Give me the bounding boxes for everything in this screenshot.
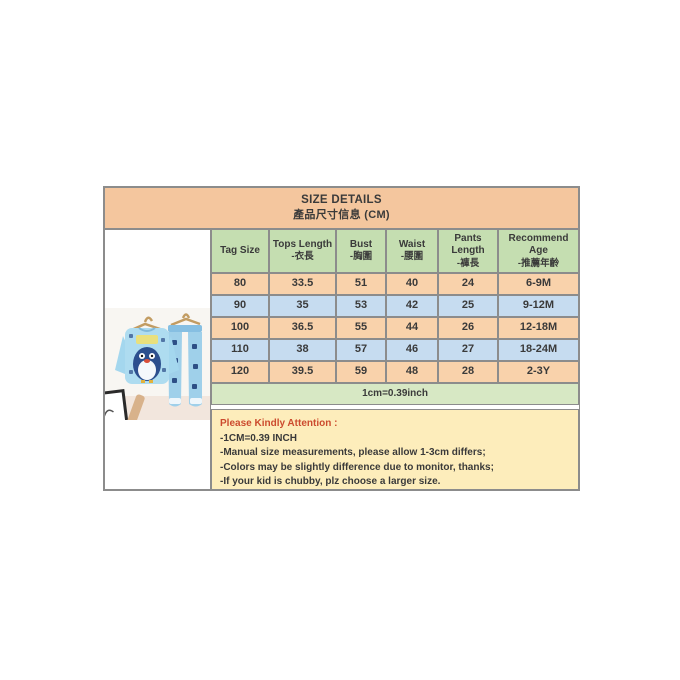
table-header: SIZE DETAILS 產品尺寸信息 (CM) <box>104 187 579 229</box>
top-text-patch <box>136 335 158 344</box>
attention-line: -Manual size measurements, please allow … <box>220 447 486 459</box>
table-cell: 53 <box>336 295 386 317</box>
table-cell: 100 <box>211 317 269 339</box>
column-header-recommend-age: Recommend Age -推薦年齡 <box>498 229 579 273</box>
table-cell: 42 <box>386 295 438 317</box>
column-header-waist: Waist -腰圍 <box>386 229 438 273</box>
table-subtitle: 產品尺寸信息 (CM) <box>293 208 390 221</box>
attention-box: Please Kindly Attention : -1CM=0.39 INCH… <box>211 409 579 490</box>
attention-line: -Colors may be slightly difference due t… <box>220 461 494 473</box>
table-cell: 40 <box>386 273 438 295</box>
attention-line: -1CM=0.39 INCH <box>220 433 297 445</box>
column-header-tops-length: Tops Length -衣長 <box>269 229 336 273</box>
conversion-note: 1cm=0.39inch <box>211 383 579 405</box>
table-cell: 48 <box>386 361 438 383</box>
table-cell: 110 <box>211 339 269 361</box>
penguin-graphic <box>133 347 161 383</box>
product-photo-cell <box>104 229 211 490</box>
table-cell: 59 <box>336 361 386 383</box>
table-cell: 2-3Y <box>498 361 579 383</box>
table-cell: 44 <box>386 317 438 339</box>
wooden-stick <box>126 394 145 420</box>
table-cell: 120 <box>211 361 269 383</box>
attention-heading: Please Kindly Attention : <box>220 418 338 429</box>
table-cell: 36.5 <box>269 317 336 339</box>
table-cell: 57 <box>336 339 386 361</box>
attention-line: -If your kid is chubby, plz choose a lar… <box>220 475 441 487</box>
product-photo <box>105 308 210 420</box>
pajama-pants <box>168 325 202 407</box>
table-cell: 28 <box>438 361 498 383</box>
picture-frame <box>105 388 129 420</box>
table-cell: 25 <box>438 295 498 317</box>
table-cell: 46 <box>386 339 438 361</box>
table-cell: 35 <box>269 295 336 317</box>
table-cell: 90 <box>211 295 269 317</box>
table-cell: 39.5 <box>269 361 336 383</box>
table-cell: 38 <box>269 339 336 361</box>
size-table: SIZE DETAILS 產品尺寸信息 (CM) <box>103 186 580 491</box>
table-cell: 12-18M <box>498 317 579 339</box>
table-cell: 51 <box>336 273 386 295</box>
spacer <box>211 405 579 409</box>
table-cell: 6-9M <box>498 273 579 295</box>
table-cell: 80 <box>211 273 269 295</box>
table-cell: 24 <box>438 273 498 295</box>
pajama-top <box>115 327 179 384</box>
table-cell: 27 <box>438 339 498 361</box>
table-cell: 18-24M <box>498 339 579 361</box>
table-cell: 33.5 <box>269 273 336 295</box>
table-cell: 9-12M <box>498 295 579 317</box>
table-title: SIZE DETAILS <box>301 194 382 207</box>
table-cell: 26 <box>438 317 498 339</box>
table-cell: 55 <box>336 317 386 339</box>
column-header-pants-length: Pants Length -褲長 <box>438 229 498 273</box>
column-header-tag-size: Tag Size <box>211 229 269 273</box>
column-header-bust: Bust -胸圍 <box>336 229 386 273</box>
